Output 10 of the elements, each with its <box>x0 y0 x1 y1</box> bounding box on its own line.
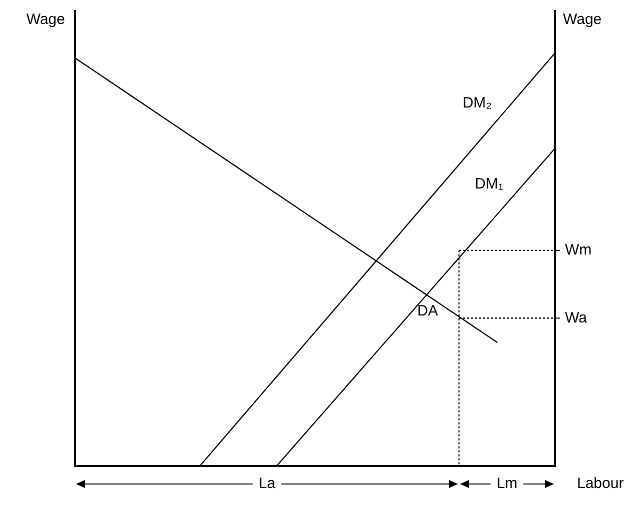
series-label: DM₁ <box>474 176 504 193</box>
y2-axis-title: Wage <box>563 11 602 28</box>
y-axis-title: Wage <box>26 11 65 28</box>
series-label: DA <box>417 302 438 320</box>
x-axis-title: Labour <box>577 475 624 492</box>
text: Lm <box>496 475 518 492</box>
text: Wm <box>565 242 592 259</box>
text: La <box>258 475 276 492</box>
series-label: DM₂ <box>462 94 492 112</box>
text: Wa <box>565 309 588 326</box>
